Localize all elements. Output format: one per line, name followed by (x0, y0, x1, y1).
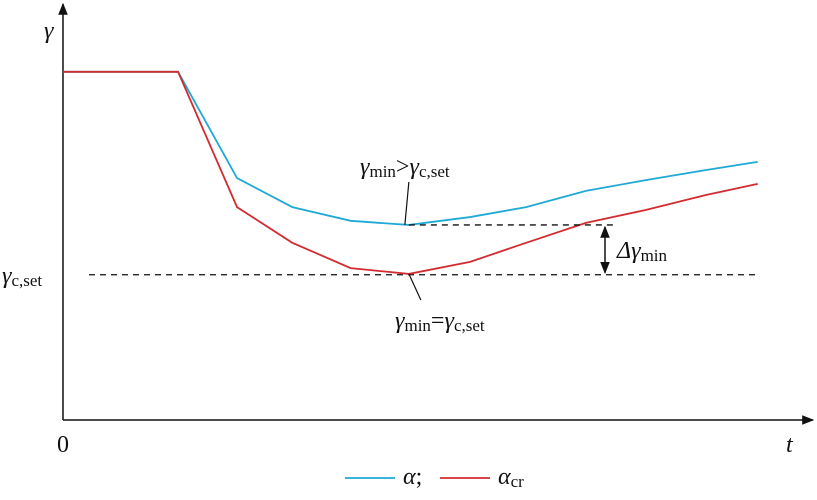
legend-label: α; (403, 464, 422, 490)
x-axis-label: t (786, 432, 794, 458)
y-axis-label: γ (44, 18, 54, 44)
annotation: Δγmin​ (616, 237, 668, 264)
series-line (63, 70, 758, 226)
leader-line (404, 181, 410, 226)
annotation: γmin​=γc,set​ (395, 308, 485, 335)
annotation: γmin​>γc,set​ (360, 154, 450, 181)
legend-label: αcr​ (498, 464, 524, 491)
series-line (63, 70, 758, 275)
y-tick-label: γc,set​ (2, 262, 42, 289)
x-tick-label: 0 (57, 432, 69, 458)
leader-line (408, 273, 422, 301)
